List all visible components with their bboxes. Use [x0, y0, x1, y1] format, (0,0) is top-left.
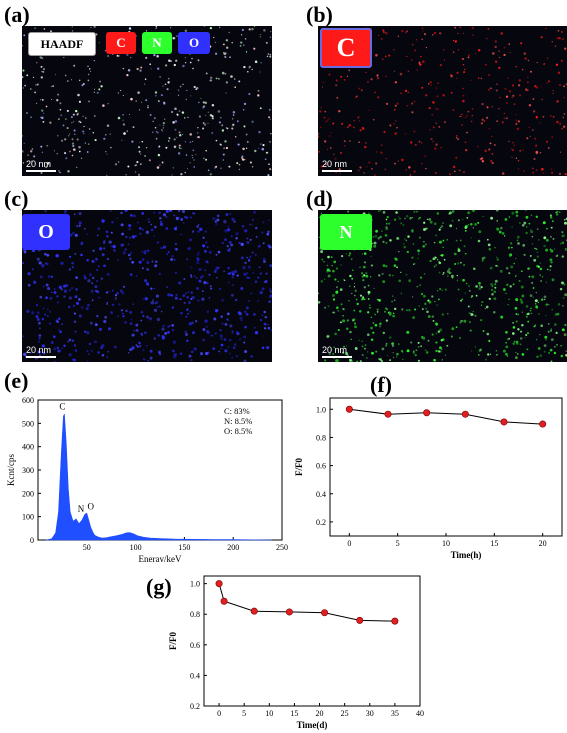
y-tick-label: 0.2	[190, 702, 200, 711]
x-tick-label: 30	[366, 709, 374, 718]
panel-label-c: (c)	[4, 186, 29, 211]
y-tick-label: 0.2	[316, 518, 326, 527]
data-point	[220, 597, 228, 605]
tag-haadf: HAADF	[28, 32, 96, 56]
element-dots	[22, 210, 272, 362]
x-tick-label: 150	[178, 543, 190, 552]
data-point	[345, 405, 353, 413]
x-tick-label: 50	[83, 543, 91, 552]
data-point	[356, 616, 364, 624]
scale-bar-a: 20 nm	[26, 159, 56, 172]
nitrogen-map: N 20 nm	[318, 210, 567, 362]
oxygen-map: O 20 nm	[22, 210, 272, 362]
scale-bar-b: 20 nm	[322, 159, 352, 172]
x-tick-label: 40	[416, 709, 424, 718]
stability-hours-chart: 0 5 10 15 20 0.2 0.4 0.6 0.8 1.0 Time(h) F/F0	[294, 397, 563, 560]
data-point	[321, 609, 329, 617]
y-tick-label: 200	[22, 489, 34, 498]
composition-entry: N: 8.5%	[224, 416, 252, 426]
x-axis-label: Time(h)	[451, 550, 482, 560]
x-tick-label: 0	[217, 709, 221, 718]
scale-bar-c: 20 nm	[26, 345, 56, 358]
y-axis-label: Kcnt/cps	[6, 454, 16, 486]
composition-entry: C: 83%	[224, 406, 250, 416]
panel-label-g: (g)	[146, 574, 172, 599]
x-tick-label: 10	[442, 539, 450, 548]
x-tick-label: 5	[396, 539, 400, 548]
peak-label: O	[87, 502, 94, 512]
data-point	[215, 580, 223, 588]
x-axis-label: Time(d)	[297, 720, 328, 730]
tag-c: C	[106, 32, 136, 54]
y-tick-label: 500	[22, 419, 34, 428]
series-line	[349, 408, 543, 425]
plot-frame	[203, 575, 421, 707]
peak-label: C	[59, 401, 65, 411]
x-tick-label: 25	[341, 709, 349, 718]
haadf-overlay-image	[22, 26, 272, 176]
x-tick-label: 10	[265, 709, 273, 718]
y-tick-label: 0.4	[316, 490, 326, 499]
x-tick-label: 15	[490, 539, 498, 548]
data-point	[423, 409, 431, 417]
y-tick-label: 1.0	[316, 405, 326, 414]
x-axis-label: Eneray/keV	[139, 554, 182, 562]
x-tick-label: 0	[347, 539, 351, 548]
element-dots	[22, 26, 272, 176]
panel-label-b: (b)	[306, 2, 333, 27]
panel-label-e: (e)	[4, 368, 29, 393]
tag-c: C	[320, 28, 372, 68]
tag-o: O	[178, 32, 210, 54]
x-tick-label: 100	[130, 543, 142, 552]
panel-label-f: (f)	[370, 372, 392, 397]
data-point	[500, 418, 508, 426]
tag-n: N	[142, 32, 172, 54]
y-tick-label: 300	[22, 466, 34, 475]
x-tick-label: 200	[227, 543, 239, 552]
y-axis-label: F/F0	[168, 632, 178, 650]
y-axis-label: F/F0	[294, 458, 304, 476]
x-tick-label: 20	[316, 709, 324, 718]
data-point	[384, 410, 392, 418]
y-tick-label: 0.8	[190, 610, 200, 619]
panel-label-d: (d)	[306, 186, 333, 211]
tag-o: O	[22, 214, 70, 250]
series-line	[218, 583, 395, 622]
scale-bar-d: 20 nm	[322, 345, 352, 358]
data-point	[250, 607, 258, 615]
x-tick-label: 20	[539, 539, 547, 548]
plot-frame	[329, 397, 563, 537]
stability-days-chart: 0 5 10 15 20 25 30 35 40 0.2 0.4 0.6 0.8 1.0 Time(d) F/…	[168, 575, 424, 730]
eds-spectrum-chart: 50 100 150 200 250 0 100 200 300 400 500 600 Eneray/…	[6, 396, 288, 562]
tag-n: N	[320, 214, 372, 250]
data-point	[285, 608, 293, 616]
x-tick-label: 250	[276, 543, 288, 552]
y-tick-label: 0.4	[190, 671, 200, 680]
y-tick-label: 400	[22, 443, 34, 452]
composition-entry: O: 8.5%	[224, 426, 252, 436]
spectrum-area	[45, 413, 273, 541]
y-tick-label: 0.6	[316, 462, 326, 471]
oxygen-map-image	[22, 210, 272, 362]
data-point	[461, 410, 469, 418]
carbon-map: C 20 nm	[318, 26, 567, 176]
panel-label-a: (a)	[4, 2, 30, 27]
haadf-overlay-map: HAADF C N O 20 nm	[22, 26, 272, 176]
y-tick-label: 100	[22, 513, 34, 522]
x-tick-label: 5	[242, 709, 246, 718]
y-tick-label: 0	[30, 536, 34, 545]
x-tick-label: 35	[391, 709, 399, 718]
x-tick-label: 15	[290, 709, 298, 718]
y-tick-label: 0.6	[190, 641, 200, 650]
data-point	[391, 617, 399, 625]
y-tick-label: 1.0	[190, 580, 200, 589]
y-tick-label: 0.8	[316, 433, 326, 442]
y-tick-label: 600	[22, 396, 34, 405]
peak-label: N	[78, 504, 85, 514]
data-point	[539, 420, 547, 428]
